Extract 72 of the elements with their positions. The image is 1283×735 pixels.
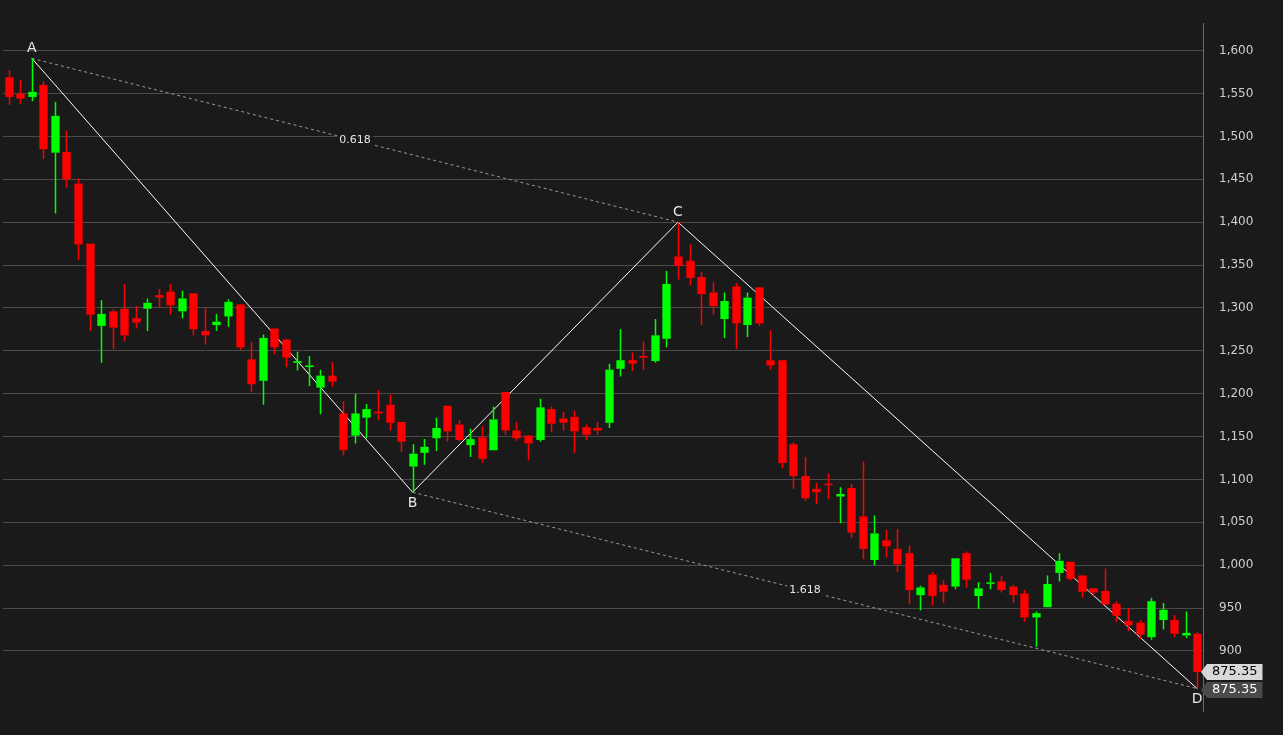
candlestick: [51, 101, 60, 215]
y-tick-label: 1,400: [1219, 214, 1254, 229]
data-label: C: [673, 202, 684, 219]
y-tick-label: 1,500: [1219, 128, 1254, 143]
data-label: A: [27, 39, 38, 55]
candlestick: [674, 221, 683, 281]
candlestick: [1032, 610, 1041, 648]
y-tick-label: 950: [1219, 600, 1242, 615]
candlestick: [362, 403, 371, 439]
candlestick: [697, 271, 706, 326]
y-tick-label: 1,100: [1219, 471, 1254, 486]
candlestick: [686, 243, 695, 287]
data-label: B: [407, 493, 418, 510]
candlestick: [201, 306, 210, 346]
candlestick: [732, 282, 741, 350]
candlestick: [432, 416, 441, 452]
candlestick: [420, 438, 429, 466]
candlestick: [1124, 607, 1133, 632]
y-tick-label: 900: [1219, 643, 1242, 658]
y-tick-label: 1,550: [1219, 85, 1254, 100]
candlestick: [16, 79, 25, 105]
candlestick: [409, 443, 418, 494]
candlestick: [132, 305, 141, 330]
candlestick: [616, 328, 625, 378]
text: 875.35: [1212, 681, 1258, 697]
candlestick: [259, 333, 268, 406]
candlestick: [328, 361, 337, 388]
y-tick-label: 1,050: [1219, 514, 1254, 529]
candlestick: [1193, 631, 1202, 690]
candlestick: [120, 283, 129, 343]
candlestick: [974, 581, 983, 610]
candlestick: [74, 177, 83, 261]
candlestick: [570, 410, 579, 454]
candlestick: [28, 57, 37, 102]
candlestick: [62, 129, 71, 189]
candlestick: [766, 329, 775, 371]
candlestick: [801, 456, 810, 502]
y-tick-label: 1,250: [1219, 342, 1254, 357]
y-tick-label: 1,350: [1219, 257, 1254, 272]
candlestick: [905, 544, 914, 606]
candlestick: [639, 340, 648, 371]
candlestick: [836, 486, 845, 524]
candlestick: [109, 308, 118, 350]
candlestick: [720, 291, 729, 339]
annotation: 1.618: [789, 583, 821, 597]
candlestick: [305, 355, 314, 387]
candlestick: [893, 528, 902, 573]
y-tick-label: 1,200: [1219, 385, 1254, 400]
candlestick: [247, 341, 256, 393]
y-tick-label: 1,000: [1219, 557, 1254, 572]
candlestick: [812, 482, 821, 506]
candlestick: [882, 529, 891, 559]
annotation: 0.618: [339, 133, 371, 147]
text: 875.35: [1212, 663, 1258, 679]
candlestick: [870, 514, 879, 566]
y-tick-label: 1,600: [1219, 42, 1254, 57]
candlestick: [662, 270, 671, 349]
y-tick-label: 1,150: [1219, 428, 1254, 443]
candlestick: [709, 281, 718, 316]
candlestick: [859, 460, 868, 560]
y-tick-label: 1,450: [1219, 171, 1254, 186]
candlestick: [143, 297, 152, 332]
candlestick: [316, 368, 325, 415]
data-label: D: [1191, 690, 1203, 707]
candlestick: [524, 435, 533, 462]
candlestick: [651, 318, 660, 364]
candlestick: [386, 393, 395, 432]
candlestick: [466, 428, 475, 458]
y-tick-label: 1,300: [1219, 300, 1254, 315]
candlestick: [97, 299, 106, 364]
candlestick: [1101, 567, 1110, 605]
candlestick: [351, 392, 360, 445]
